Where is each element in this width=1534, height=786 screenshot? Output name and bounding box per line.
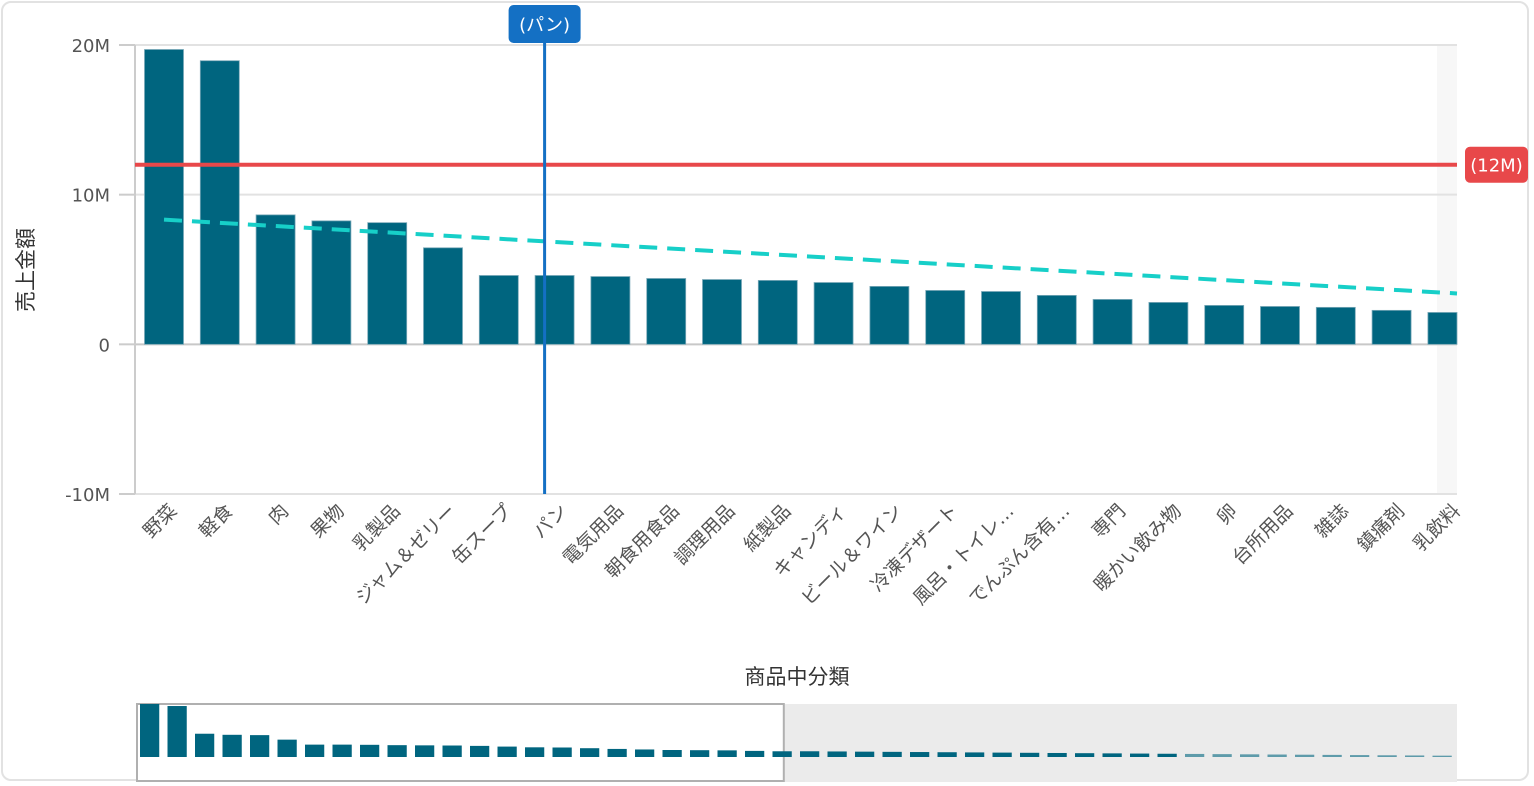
x-tick-label: 雑誌 bbox=[1311, 500, 1353, 542]
bar[interactable] bbox=[534, 275, 575, 345]
bar[interactable] bbox=[813, 282, 854, 345]
x-tick-label: でんぷん含有… bbox=[965, 500, 1075, 610]
bar-series[interactable] bbox=[144, 49, 1458, 345]
reference-line-12m[interactable]: (12M) bbox=[135, 146, 1528, 183]
y-tick-label: 0 bbox=[99, 335, 110, 356]
bar[interactable] bbox=[423, 247, 463, 345]
bar[interactable] bbox=[1092, 299, 1133, 345]
x-tick-label: 卵 bbox=[1213, 500, 1242, 529]
y-axis: 20M 10M 0 -10M bbox=[65, 36, 136, 506]
hline-badge bbox=[1465, 146, 1528, 183]
navigator-window[interactable] bbox=[136, 703, 785, 782]
y-tick-label: 20M bbox=[72, 36, 110, 57]
reference-line-pan[interactable]: (パン) bbox=[508, 5, 581, 494]
y-tick-label: -10M bbox=[65, 485, 110, 506]
trend-line bbox=[163, 217, 1458, 296]
vline-badge bbox=[508, 5, 581, 43]
x-tick-label: 調理用品 bbox=[670, 500, 739, 569]
bar[interactable] bbox=[1371, 309, 1412, 345]
x-tick-label: パン bbox=[529, 500, 572, 543]
bar[interactable] bbox=[590, 276, 631, 345]
y-axis-title: 売上金額 bbox=[14, 228, 38, 312]
x-tick-label: ビール＆ワイン bbox=[797, 500, 907, 610]
x-tick-label: 鎮痛剤 bbox=[1353, 500, 1409, 556]
x-tick-label: 台所用品 bbox=[1228, 500, 1297, 569]
bar[interactable] bbox=[1204, 305, 1245, 345]
bar[interactable] bbox=[255, 214, 296, 345]
svg-text:(パン): (パン) bbox=[519, 15, 570, 36]
x-tick-label: 風呂・トイレ… bbox=[909, 500, 1019, 610]
x-axis-title: 商品中分類 bbox=[745, 665, 850, 689]
bar[interactable] bbox=[478, 275, 519, 345]
bar[interactable] bbox=[311, 220, 352, 345]
x-axis-labels: 野菜 軽食肉果物 乳製品ジャム＆ゼリー缶スープ パン電気用品朝食用食品調理用品 紙製品キ… bbox=[139, 500, 1465, 610]
bar[interactable] bbox=[869, 286, 910, 345]
bar[interactable] bbox=[1427, 312, 1458, 345]
bar[interactable] bbox=[1036, 294, 1077, 345]
bar[interactable] bbox=[757, 280, 798, 345]
x-tick-label: 専門 bbox=[1088, 500, 1130, 542]
x-tick-label: ジャム＆ゼリー bbox=[352, 500, 461, 609]
x-tick-label: 肉 bbox=[264, 500, 293, 529]
bar[interactable] bbox=[702, 279, 742, 345]
range-navigator[interactable] bbox=[136, 703, 1457, 782]
bar[interactable] bbox=[1148, 302, 1189, 345]
bar[interactable] bbox=[646, 278, 687, 345]
bar[interactable] bbox=[981, 291, 1021, 345]
bar[interactable] bbox=[199, 60, 240, 345]
x-tick-label: 野菜 bbox=[139, 500, 181, 542]
x-tick-label: 乳飲料 bbox=[1409, 500, 1465, 556]
bar[interactable] bbox=[925, 290, 966, 345]
x-tick-label: 缶スープ bbox=[448, 500, 517, 569]
svg-text:(12M): (12M) bbox=[1470, 156, 1522, 177]
bar[interactable] bbox=[144, 49, 184, 345]
y-tick-label: 10M bbox=[72, 186, 110, 207]
bar[interactable] bbox=[1260, 306, 1300, 345]
bar[interactable] bbox=[1315, 306, 1356, 345]
x-tick-label: 軽食 bbox=[195, 500, 237, 542]
x-tick-label: 果物 bbox=[306, 500, 348, 542]
bar[interactable] bbox=[367, 222, 408, 345]
